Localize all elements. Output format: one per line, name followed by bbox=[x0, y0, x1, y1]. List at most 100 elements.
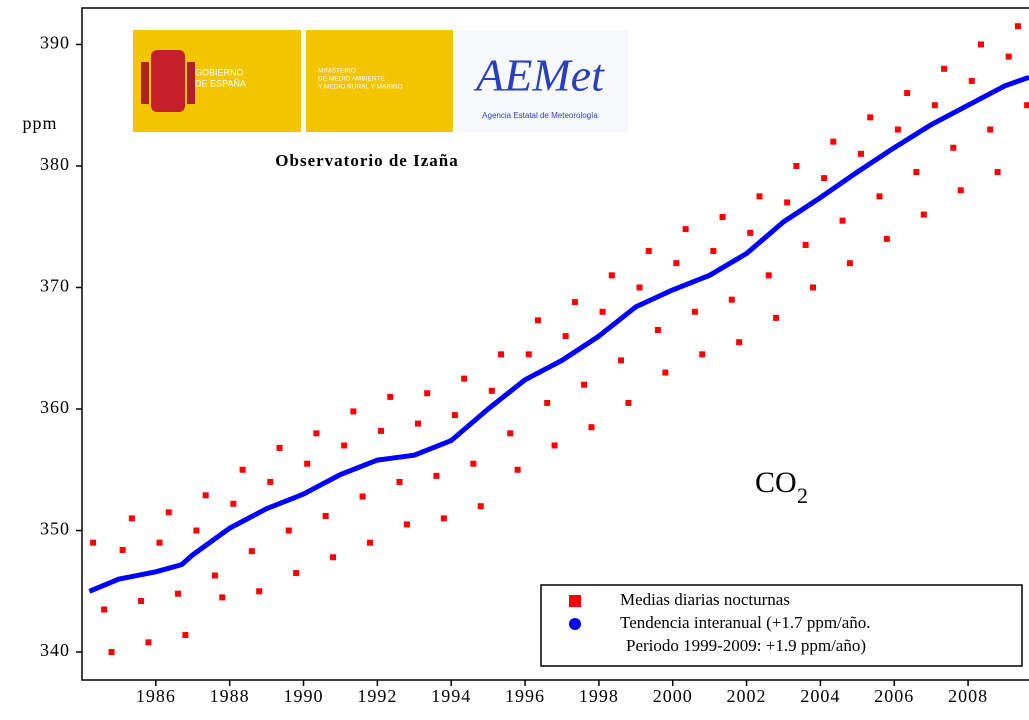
legend-label: Periodo 1999-2009: +1.9 ppm/año) bbox=[626, 636, 866, 655]
data-point bbox=[230, 500, 237, 507]
data-point bbox=[950, 144, 957, 151]
y-tick-label: 390 bbox=[40, 33, 70, 53]
legend: Medias diarias nocturnas Tendencia inter… bbox=[540, 584, 1023, 667]
data-point bbox=[267, 478, 274, 485]
data-point bbox=[618, 357, 625, 364]
data-point bbox=[341, 442, 348, 449]
x-tick-label: 2006 bbox=[874, 686, 914, 706]
data-point bbox=[156, 539, 163, 546]
y-tick-label: 370 bbox=[40, 276, 70, 296]
data-point bbox=[846, 260, 853, 267]
data-point bbox=[145, 639, 152, 646]
data-point bbox=[182, 632, 189, 639]
logo-gobierno: GOBIERNO DE ESPAÑA bbox=[133, 30, 301, 132]
data-point bbox=[276, 444, 283, 451]
x-tick-label: 2000 bbox=[653, 686, 693, 706]
data-point bbox=[858, 150, 865, 157]
data-point bbox=[403, 521, 410, 528]
data-point bbox=[424, 390, 431, 397]
data-point bbox=[747, 229, 754, 236]
coat-of-arms bbox=[151, 50, 185, 112]
data-point bbox=[793, 162, 800, 169]
data-point bbox=[165, 509, 172, 516]
data-point bbox=[90, 539, 97, 546]
x-tick-label: 1986 bbox=[136, 686, 176, 706]
data-point bbox=[682, 226, 689, 233]
data-point bbox=[1014, 23, 1021, 30]
data-point bbox=[978, 41, 985, 48]
x-tick-label: 1990 bbox=[284, 686, 324, 706]
data-point bbox=[101, 606, 108, 613]
data-point bbox=[802, 241, 809, 248]
data-point bbox=[773, 314, 780, 321]
data-point bbox=[350, 408, 357, 415]
gas-label: CO bbox=[755, 466, 797, 499]
data-point bbox=[330, 554, 337, 561]
data-point bbox=[366, 539, 373, 546]
data-point bbox=[293, 570, 300, 577]
data-point bbox=[736, 339, 743, 346]
observatory-label: Observatorio de Izaña bbox=[275, 151, 458, 170]
data-point bbox=[396, 478, 403, 485]
data-point bbox=[202, 492, 209, 499]
data-point bbox=[322, 512, 329, 519]
logo-panel bbox=[306, 30, 453, 132]
data-point bbox=[581, 381, 588, 388]
data-point bbox=[498, 351, 505, 358]
data-point bbox=[645, 248, 652, 255]
logo-text: DE ESPAÑA bbox=[195, 78, 246, 88]
legend-label: Medias diarias nocturnas bbox=[620, 590, 790, 609]
data-point bbox=[414, 420, 421, 427]
data-point bbox=[514, 466, 521, 473]
data-point bbox=[913, 169, 920, 176]
data-point bbox=[728, 296, 735, 303]
data-point bbox=[219, 594, 226, 601]
data-point bbox=[248, 548, 255, 555]
data-point bbox=[211, 572, 218, 579]
data-point bbox=[571, 299, 578, 306]
data-point bbox=[710, 248, 717, 255]
x-tick-label: 1994 bbox=[431, 686, 471, 706]
x-tick-label: 1988 bbox=[210, 686, 250, 706]
data-point bbox=[119, 546, 126, 553]
x-tick-label: 1992 bbox=[357, 686, 397, 706]
data-point bbox=[904, 90, 911, 97]
plot-area bbox=[88, 23, 1029, 656]
legend-box bbox=[540, 584, 1023, 667]
logo-text: Y MEDIO RURAL Y MARINO bbox=[318, 84, 403, 91]
data-point bbox=[433, 472, 440, 479]
data-point bbox=[654, 327, 661, 334]
x-tick-label: 2008 bbox=[948, 686, 988, 706]
y-tick-label: 340 bbox=[40, 640, 70, 660]
data-point bbox=[599, 308, 606, 315]
data-point bbox=[920, 211, 927, 218]
data-point bbox=[839, 217, 846, 224]
data-point bbox=[534, 317, 541, 324]
data-point bbox=[304, 460, 311, 467]
data-point bbox=[378, 427, 385, 434]
data-point bbox=[239, 466, 246, 473]
logo-text: GOBIERNO bbox=[195, 67, 244, 77]
data-point bbox=[1024, 102, 1029, 109]
data-point bbox=[987, 126, 994, 133]
logo-text: DE MEDIO AMBIENTE bbox=[318, 76, 385, 83]
data-point bbox=[544, 399, 551, 406]
data-point bbox=[174, 590, 181, 597]
data-point bbox=[810, 284, 817, 291]
data-point bbox=[830, 138, 837, 145]
data-point bbox=[551, 442, 558, 449]
data-point bbox=[608, 272, 615, 279]
data-point bbox=[662, 369, 669, 376]
data-point bbox=[477, 503, 484, 510]
data-point bbox=[673, 260, 680, 267]
gas-subscript: 2 bbox=[797, 483, 808, 508]
y-tick-label: 350 bbox=[40, 519, 70, 539]
data-point bbox=[636, 284, 643, 291]
data-point bbox=[719, 214, 726, 221]
plot-frame bbox=[81, 7, 1029, 681]
data-point bbox=[440, 515, 447, 522]
data-point bbox=[968, 77, 975, 84]
x-tick-label: 2002 bbox=[727, 686, 767, 706]
x-tick-label: 1998 bbox=[579, 686, 619, 706]
